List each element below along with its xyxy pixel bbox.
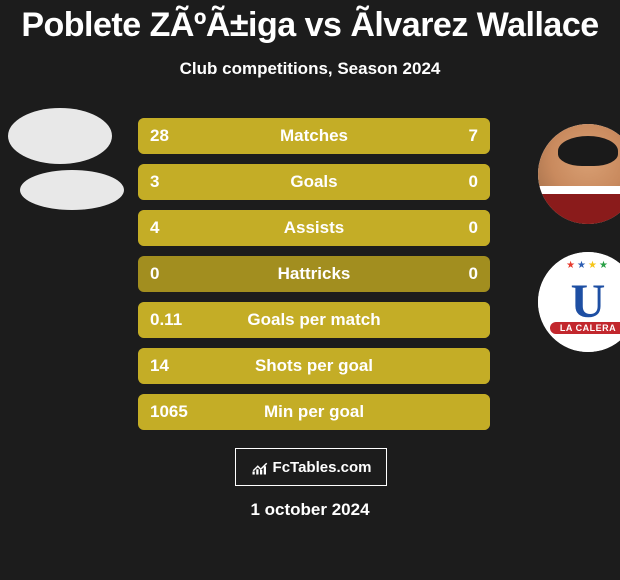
stat-label: Goals per match <box>138 302 490 338</box>
stat-label: Goals <box>138 164 490 200</box>
club-right-logo: ★★★★ U LA CALERA <box>538 252 620 352</box>
chart-icon <box>251 458 269 476</box>
stat-label: Matches <box>138 118 490 154</box>
stat-row: 287Matches <box>138 118 490 154</box>
stat-label: Shots per goal <box>138 348 490 384</box>
date-line: 1 october 2024 <box>0 500 620 520</box>
stat-row: 1065Min per goal <box>138 394 490 430</box>
stat-row: 0.11Goals per match <box>138 302 490 338</box>
club-letter: U <box>571 278 606 326</box>
stat-row: 00Hattricks <box>138 256 490 292</box>
club-banner: LA CALERA <box>550 322 620 334</box>
stats-chart: 287Matches 30Goals 40Assists 00Hattricks 0.1… <box>138 118 490 440</box>
page-title: Poblete ZÃºÃ±iga vs Ãlvarez Wallace <box>0 0 620 45</box>
stat-row: 30Goals <box>138 164 490 200</box>
subtitle: Club competitions, Season 2024 <box>0 59 620 79</box>
stat-row: 40Assists <box>138 210 490 246</box>
player-left-avatar <box>8 108 112 164</box>
player-right-avatar <box>538 124 620 224</box>
person-face-graphic <box>538 124 620 224</box>
club-left-logo <box>20 170 124 210</box>
brand-box: FcTables.com <box>235 448 387 486</box>
club-stars: ★★★★ <box>566 260 610 271</box>
club-logo-graphic: ★★★★ U LA CALERA <box>538 252 620 352</box>
stat-label: Assists <box>138 210 490 246</box>
brand-text: FcTables.com <box>273 459 372 476</box>
stat-label: Hattricks <box>138 256 490 292</box>
stat-row: 14Shots per goal <box>138 348 490 384</box>
stat-label: Min per goal <box>138 394 490 430</box>
